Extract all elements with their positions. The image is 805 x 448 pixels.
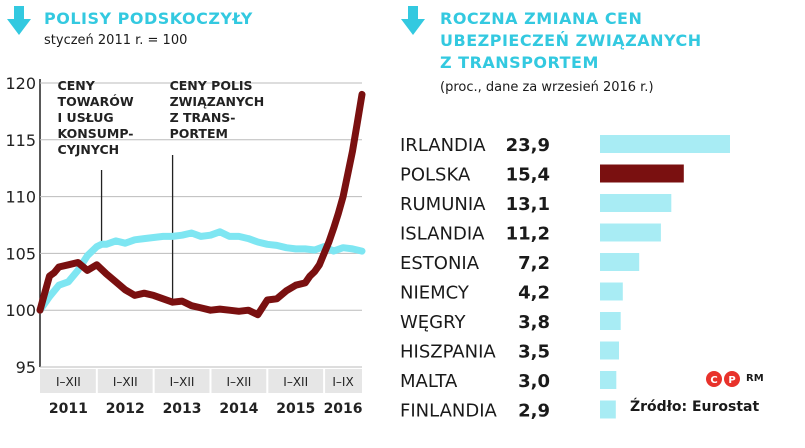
bar [600,135,730,153]
x-axis-strip [40,369,362,393]
bar-value-label: 11,2 [506,224,550,245]
x-tick-year: 2015 [276,401,315,417]
y-tick-label: 105 [5,244,36,263]
bar [600,194,672,212]
bar-category-label: RUMUNIA [400,194,486,215]
bar-category-label: IRLANDIA [400,135,486,156]
bar-value-label: 2,9 [518,401,550,422]
bar [600,371,617,389]
svg-text:C: C [710,375,717,386]
bar [600,253,640,271]
right-title-line-1: ROCZNA ZMIANA CEN [440,9,643,28]
bar-value-label: 3,8 [518,312,550,333]
bar-value-label: 3,0 [518,371,550,392]
logo-icon: C P [706,371,740,387]
annotation-consumer-line: KONSUMP- [58,126,134,141]
bar [600,282,623,301]
bar [600,312,621,330]
series-line-insurance [36,90,366,319]
annotation-consumer-line: CENY [58,78,96,93]
bar-value-label: 23,9 [506,135,550,156]
bar-category-label: FINLANDIA [400,401,498,422]
annotation-insurance-line: ZWIĄZANYCH [170,94,265,109]
x-tick-year: 2012 [106,401,145,417]
x-tick-year: 2011 [49,401,88,417]
bar-category-label: NIEMCY [400,283,470,304]
bar [600,164,684,183]
x-tick-year: 2016 [324,401,363,417]
bar-category-label: ESTONIA [400,253,480,274]
bar [600,341,619,360]
bar-value-label: 3,5 [518,342,550,363]
annotation-consumer-line: I USŁUG [58,110,114,125]
y-tick-label: 110 [5,188,36,207]
bar-category-label: POLSKA [400,165,471,186]
down-arrow-icon [7,6,31,35]
bar-category-label: HISZPANIA [400,342,496,363]
x-tick-period: I–IX [332,375,353,389]
right-title-line-2: UBEZPIECZEŃ ZWIĄZANYCH [440,31,702,50]
logo-text: RM [746,373,764,384]
series-line-consumer [36,228,366,314]
bar-chart: IRLANDIA 23,9 POLSKA 15,4 RUMUNIA 13,1 ISLANDI… [400,135,730,422]
bar-value-label: 13,1 [506,194,550,215]
svg-text:P: P [728,375,735,386]
bar-category-label: ISLANDIA [400,224,485,245]
bar [600,223,661,242]
bar-value-label: 4,2 [518,283,550,304]
right-subtitle: (proc., dane za wrzesień 2016 r.) [440,80,654,95]
x-tick-year: 2014 [219,401,258,417]
bar-category-label: WĘGRY [400,312,466,333]
annotation-insurance-line: PORTEM [170,126,228,141]
bar-value-label: 7,2 [518,253,550,274]
y-tick-label: 120 [5,74,36,93]
annotation-insurance-line: CENY POLIS [170,78,253,93]
y-tick-label: 100 [5,301,36,320]
x-tick-year: 2013 [163,401,202,417]
x-tick-period: I–XII [170,375,195,389]
right-title-line-3: Z TRANSPORTEM [440,53,599,72]
x-tick-period: I–XII [56,375,81,389]
y-tick-label: 95 [16,358,36,377]
x-tick-period: I–XII [226,375,251,389]
source-note: Źródło: Eurostat [630,399,760,415]
annotation-consumer-line: TOWARÓW [58,94,134,109]
x-tick-period: I–XII [283,375,308,389]
left-subtitle: styczeń 2011 r. = 100 [44,33,188,48]
annotation-consumer-line: CYJNYCH [58,142,120,157]
bar [600,400,616,419]
bar-category-label: MALTA [400,371,458,392]
down-arrow-icon-right [401,6,425,35]
annotation-insurance-line: Z TRANS- [170,110,236,125]
bar-value-label: 15,4 [506,165,550,186]
y-tick-label: 115 [5,131,36,150]
left-title: POLISY PODSKOCZYŁY [44,9,253,28]
x-tick-period: I–XII [113,375,138,389]
